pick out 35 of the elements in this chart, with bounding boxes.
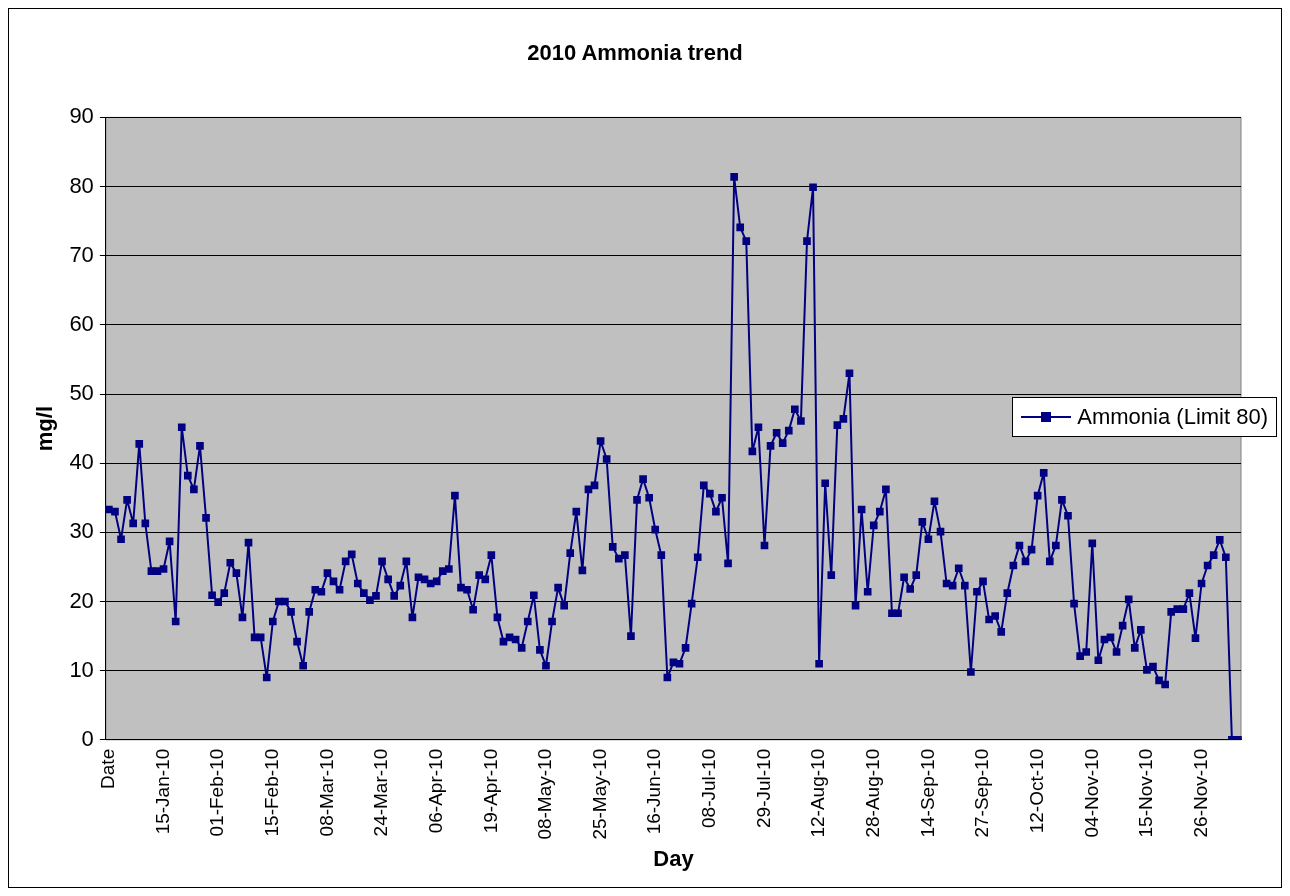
x-tick-label: 01-Feb-10 (206, 748, 228, 837)
x-tick-label: 15-Feb-10 (261, 748, 283, 837)
chart-title: 2010 Ammonia trend (527, 40, 743, 66)
x-tick-label: 26-Nov-10 (1189, 748, 1211, 838)
y-tick-label: 30 (69, 518, 94, 544)
x-tick-label: 15-Nov-10 (1135, 748, 1157, 838)
x-tick-label: 04-Nov-10 (1080, 748, 1102, 838)
x-tick-label: 25-May-10 (588, 748, 610, 840)
x-tick-label: 12-Oct-10 (1025, 748, 1047, 834)
x-tick-label: 06-Apr-10 (424, 748, 446, 834)
y-tick-label: 60 (69, 310, 94, 336)
y-axis-title: mg/l (32, 405, 58, 452)
y-tick-label: 10 (69, 656, 94, 682)
x-tick-label: 12-Aug-10 (807, 748, 829, 838)
x-tick-label: 08-May-10 (534, 748, 556, 840)
y-tick-label: 40 (69, 449, 94, 475)
x-tick-label: 15-Jan-10 (151, 748, 173, 835)
y-tick-label: 70 (69, 241, 94, 267)
x-tick-label: 24-Mar-10 (370, 748, 392, 837)
x-tick-label: 27-Sep-10 (971, 748, 993, 838)
x-tick-label: 08-Mar-10 (315, 748, 337, 837)
y-tick-label: 90 (69, 103, 94, 129)
x-tick-label: 29-Jul-10 (752, 748, 774, 828)
y-tick-label: 50 (69, 380, 94, 406)
x-tick-label: 16-Jun-10 (643, 748, 665, 835)
x-tick-label: 28-Aug-10 (861, 748, 883, 838)
x-axis-title: Day (653, 845, 695, 871)
legend-label: Ammonia (Limit 80) (1077, 404, 1268, 430)
x-tick-label: 08-Jul-10 (698, 748, 720, 828)
x-tick-label: Date (97, 748, 119, 789)
x-tick-label: 14-Sep-10 (916, 748, 938, 838)
y-tick-label: 0 (81, 725, 94, 751)
x-tick-label: 19-Apr-10 (479, 748, 501, 834)
y-tick-label: 80 (69, 172, 94, 198)
y-tick-label: 20 (69, 587, 94, 613)
